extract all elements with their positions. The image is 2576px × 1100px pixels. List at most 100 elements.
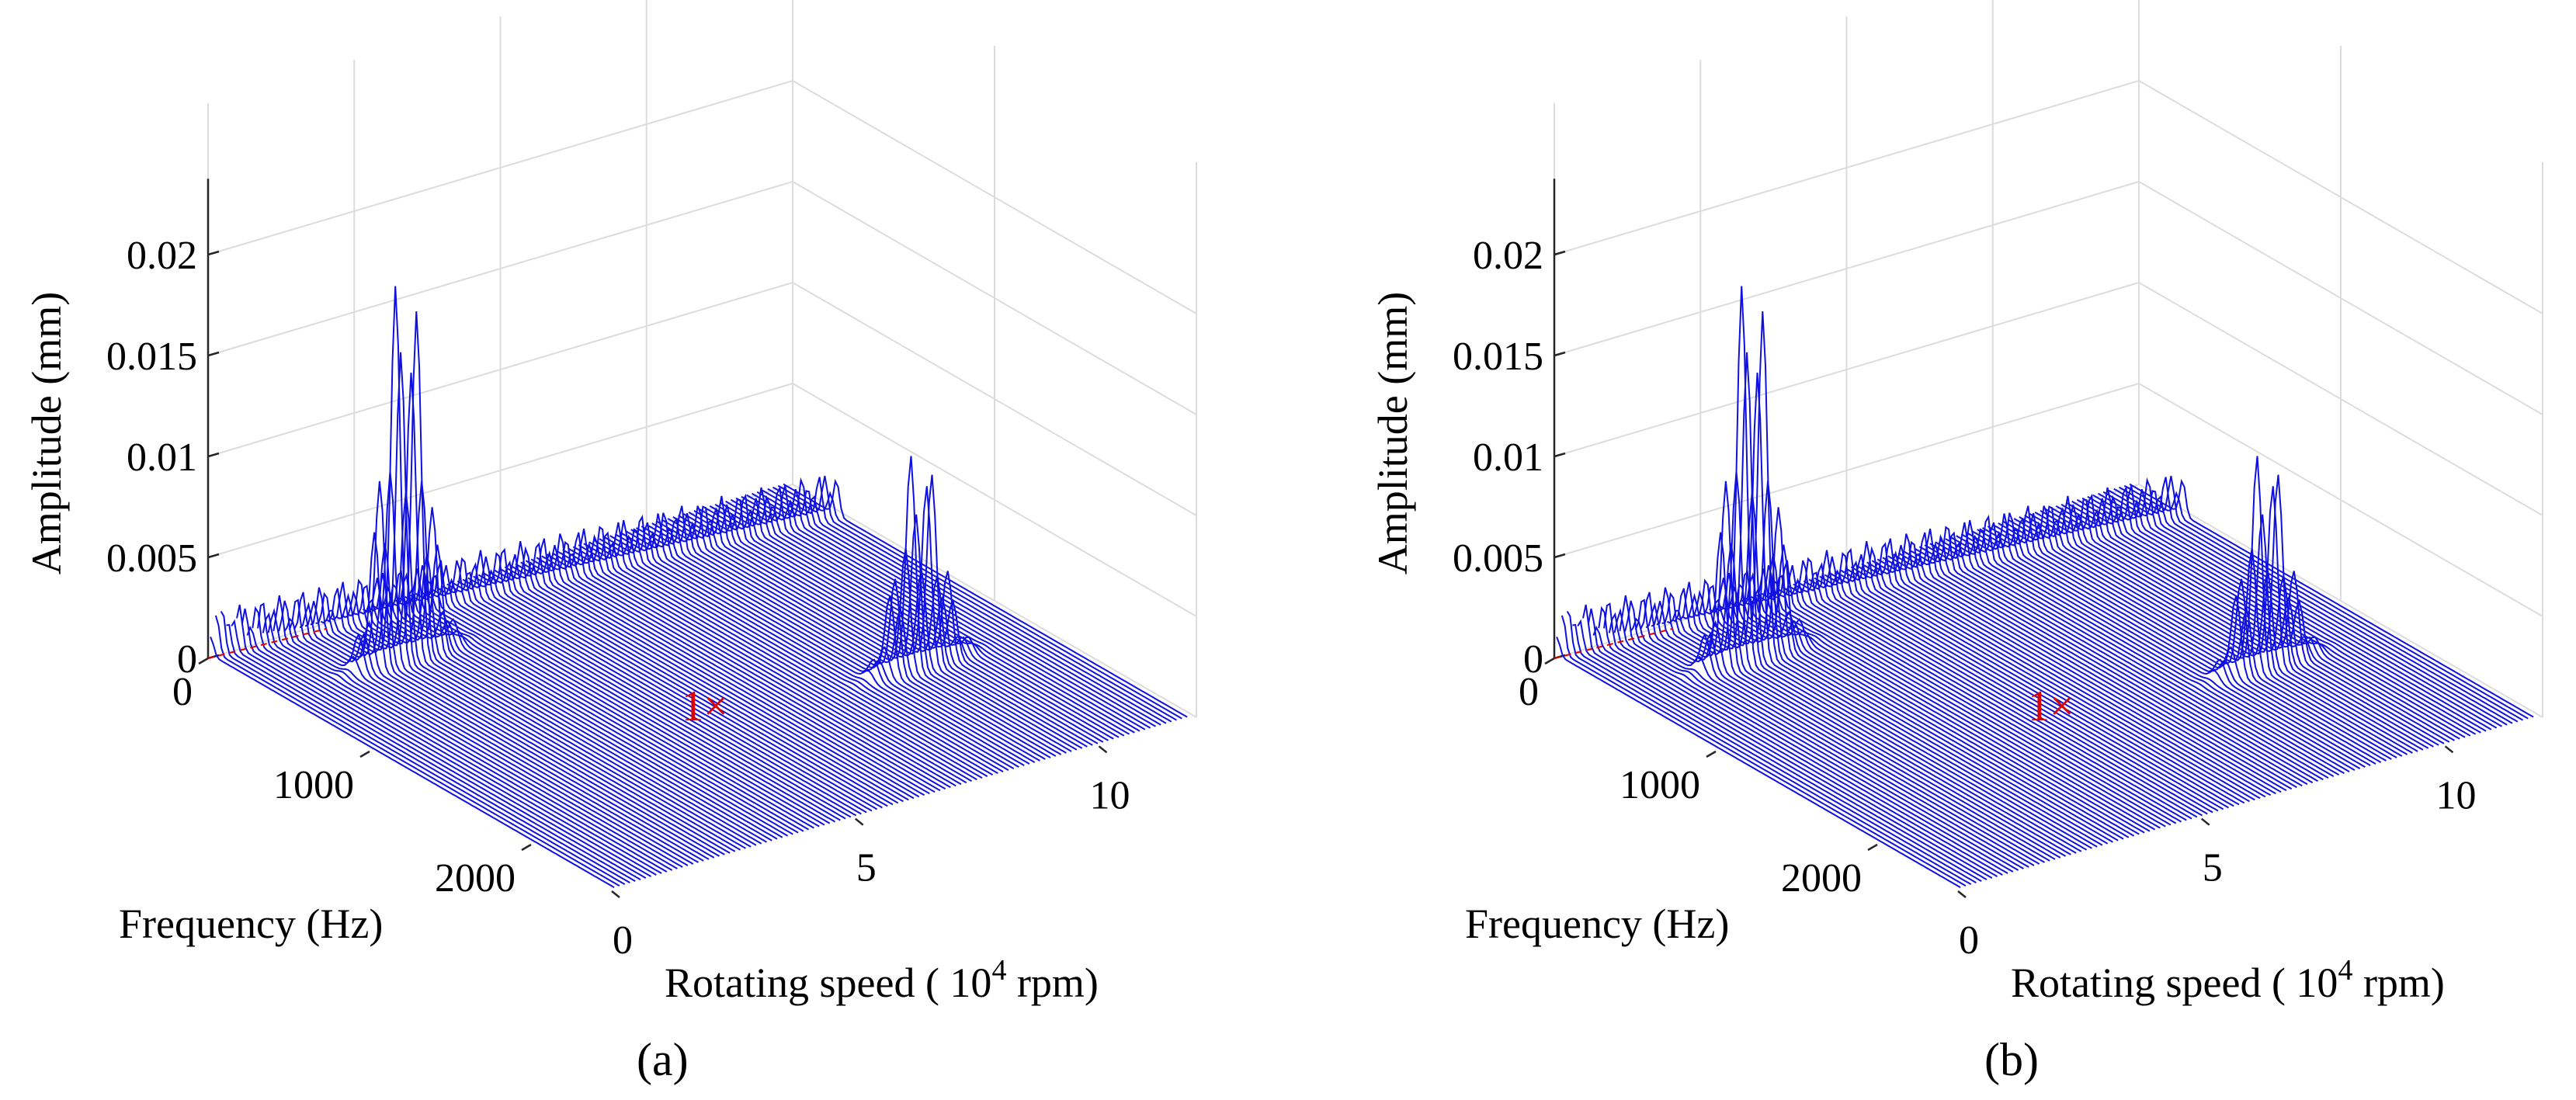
trace-line: [257, 602, 662, 874]
trace-line: [1971, 512, 2376, 765]
speed-tick-label: 10: [2436, 773, 2477, 817]
trace-line: [1582, 604, 1988, 880]
trace-line: [1698, 481, 2103, 846]
trace-line: [1882, 540, 2287, 792]
trace-line: [331, 352, 736, 852]
trace-line: [630, 528, 1036, 763]
trace-line: [2113, 477, 2519, 723]
trace-line: [1624, 600, 2029, 868]
freq-tick-label: 1000: [273, 763, 354, 807]
freq-tick-label: 1000: [1620, 763, 1700, 807]
trace-line: [378, 583, 783, 838]
trace-line: [709, 498, 1114, 740]
speed-tick-mark: [611, 890, 620, 898]
trace-line: [336, 491, 741, 851]
z-tick-label: 0.005: [1453, 536, 1543, 581]
z-tick-mark: [207, 250, 220, 256]
trace-line: [1918, 531, 2324, 781]
trace-line: [1876, 533, 2282, 793]
freq-tick-mark: [1706, 750, 1717, 758]
trace-line: [2076, 485, 2481, 734]
trace-line: [1782, 560, 2187, 821]
trace-line: [1777, 578, 2182, 823]
trace-line: [746, 488, 1151, 729]
speed-tick-label: 0: [1959, 918, 1979, 963]
trace-line: [1661, 543, 2067, 857]
trace-line: [682, 505, 1088, 748]
trace-line: [699, 493, 1104, 743]
trace-line: [1856, 542, 2261, 800]
trace-line: [625, 512, 1030, 765]
trace-line: [1861, 538, 2266, 798]
trace-line: [536, 540, 941, 792]
z-tick-mark: [207, 553, 220, 559]
trace-line: [1793, 571, 2198, 818]
trace-line: [220, 611, 626, 885]
trace-line: [1892, 532, 2297, 789]
trace-line: [1929, 522, 2335, 778]
trace-line: [226, 623, 630, 883]
trace-line: [488, 553, 894, 806]
annotation-1x: 1×: [2028, 682, 2074, 730]
panel-label: (a): [637, 1034, 689, 1085]
trace-line: [1850, 561, 2255, 801]
trace-line: [1761, 574, 2166, 828]
trace-line: [2102, 490, 2508, 726]
speed-tick-label: 10: [1090, 773, 1130, 817]
trace-line: [720, 494, 1125, 737]
trace-line: [273, 595, 678, 869]
trace-line: [714, 487, 1120, 738]
trace-line: [441, 557, 846, 820]
freq-tick-mark: [359, 750, 370, 758]
trace-line: [1772, 564, 2177, 824]
speed-tick-label: 5: [2203, 846, 2223, 890]
trace-line: [572, 531, 977, 781]
speed-tick-mark: [2200, 817, 2210, 826]
z-tick-label: 0: [1523, 637, 1543, 682]
speed-axis-title-exp: 4: [991, 954, 1006, 987]
trace-line: [1808, 556, 2213, 814]
grid: [1554, 0, 2543, 718]
trace-line: [341, 373, 746, 849]
trace-line: [599, 528, 1004, 772]
trace-line: [2129, 478, 2534, 718]
speed-axis-title: Rotating speed ( 104 rpm): [2011, 954, 2445, 1006]
trace-line: [1713, 544, 2119, 841]
grid-line-z: [1554, 79, 2543, 314]
trace-line: [756, 490, 1161, 726]
freq-axis-title: Frequency (Hz): [119, 900, 383, 947]
trace-line: [1960, 530, 2366, 768]
trace-line: [1935, 519, 2340, 776]
trace-line: [672, 486, 1078, 751]
speed-tick-mark: [2444, 745, 2454, 754]
trace-line: [373, 585, 778, 840]
speed-axis-title-prefix: Rotating speed ( 10: [665, 959, 991, 1006]
trace-line: [604, 514, 1009, 771]
speed-tick-mark: [854, 817, 864, 826]
reference-line-1x: [207, 627, 327, 659]
trace-line: [578, 541, 983, 779]
panel-label: (b): [1984, 1034, 2039, 1085]
trace-line: [325, 286, 731, 854]
trace-line: [515, 538, 920, 798]
trace-line: [1835, 553, 2240, 806]
trace-line: [1724, 583, 2130, 838]
trace-line: [1908, 533, 2314, 784]
trace-line: [1987, 505, 2392, 760]
trace-line: [661, 505, 1067, 754]
trace-line: [525, 544, 930, 795]
trace-line: [1824, 547, 2229, 809]
trace-line: [2034, 512, 2439, 746]
speed-axis-title-suffix: rpm): [1006, 959, 1098, 1006]
freq-tick-mark: [1544, 657, 1555, 665]
trace-line: [399, 568, 804, 832]
trace-line: [1619, 595, 2024, 869]
trace-line: [473, 552, 878, 810]
trace-line: [278, 600, 683, 868]
speed-tick-mark: [1098, 745, 1108, 754]
z-tick-mark: [1554, 250, 1566, 256]
trace-line: [783, 478, 1188, 718]
trace-line: [635, 517, 1040, 762]
trace-line: [352, 481, 757, 846]
z-tick-mark: [207, 351, 220, 357]
